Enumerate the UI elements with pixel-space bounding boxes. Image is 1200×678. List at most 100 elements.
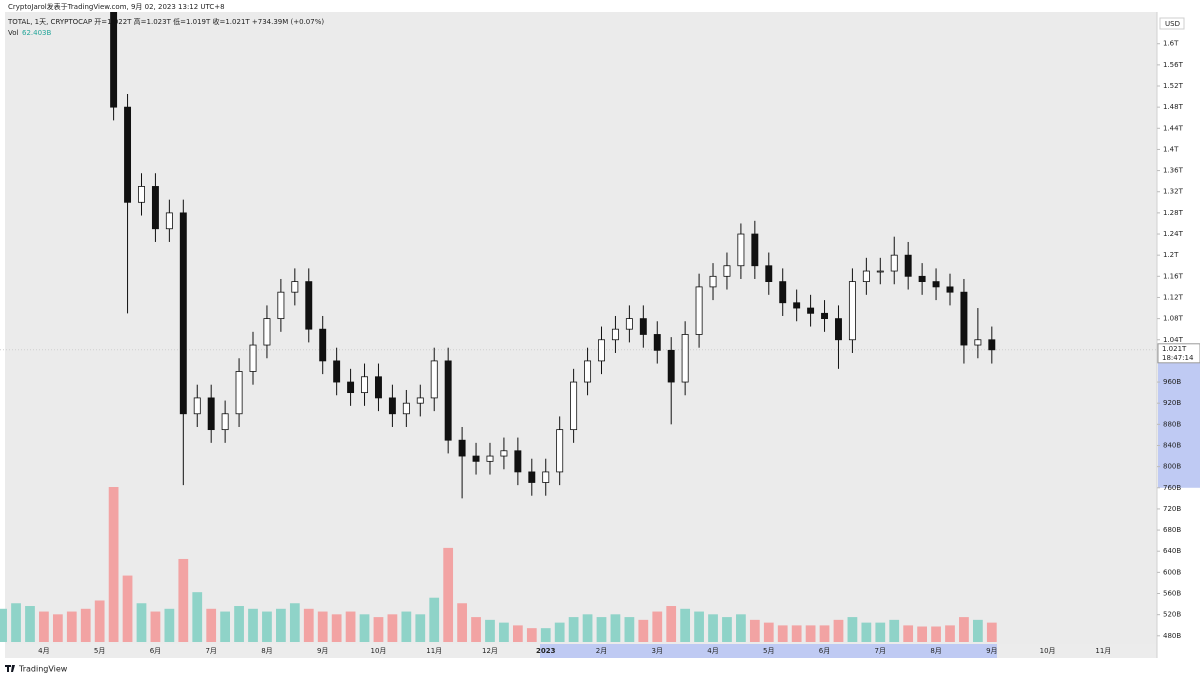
candle-body bbox=[402, 402, 410, 415]
candle-body bbox=[807, 307, 815, 314]
candle-body bbox=[821, 312, 829, 320]
x-tick-label: 5月 bbox=[94, 647, 105, 655]
y-tick-label: 640B bbox=[1163, 547, 1181, 555]
x-tick-label: 6月 bbox=[819, 647, 830, 655]
volume-bar bbox=[931, 626, 941, 642]
volume-bar bbox=[889, 619, 900, 642]
y-tick-label: 1.08T bbox=[1163, 315, 1184, 323]
x-tick-label: 3月 bbox=[652, 647, 663, 655]
volume-bar bbox=[303, 608, 314, 642]
candle-body bbox=[737, 233, 745, 267]
volume-bar bbox=[80, 608, 91, 642]
volume-bar bbox=[192, 592, 203, 642]
x-tick-label: 7月 bbox=[205, 647, 216, 655]
candle-body bbox=[361, 376, 368, 394]
y-tick-label: 1.52T bbox=[1163, 82, 1184, 90]
volume-bar bbox=[66, 611, 77, 642]
header: CryptoJarol发表于TradingView.com, 9月 02, 20… bbox=[8, 2, 225, 11]
x-tick-label: 2023 bbox=[536, 647, 556, 655]
volume-bar bbox=[777, 625, 788, 642]
volume-bar bbox=[986, 622, 997, 642]
candle-body bbox=[723, 265, 731, 277]
volume-bar bbox=[805, 625, 816, 642]
volume-bar bbox=[945, 625, 955, 642]
volume-value: 62.403B bbox=[22, 29, 51, 37]
x-tick-label: 6月 bbox=[150, 647, 161, 655]
candle-body bbox=[793, 302, 801, 309]
volume-bar bbox=[540, 628, 551, 642]
candle-body bbox=[765, 265, 773, 283]
volume-bar bbox=[791, 625, 802, 642]
candle-body bbox=[960, 291, 968, 346]
volume-bar bbox=[150, 611, 161, 642]
volume-bar bbox=[847, 617, 858, 642]
x-tick-label: 9月 bbox=[986, 647, 997, 655]
currency[interactable]: USD bbox=[1165, 20, 1180, 28]
volume-bar bbox=[387, 614, 398, 642]
volume-bar bbox=[108, 487, 119, 642]
candle-body bbox=[138, 186, 145, 203]
candle-body bbox=[472, 455, 480, 462]
x-tick-label: 7月 bbox=[875, 647, 886, 655]
volume-bar bbox=[457, 603, 467, 642]
volume-bar bbox=[917, 626, 927, 642]
candle-body bbox=[235, 371, 243, 415]
candle-body bbox=[333, 360, 341, 383]
volume-bar bbox=[694, 611, 704, 642]
y-tick-label: 1.56T bbox=[1163, 61, 1184, 69]
candle-body bbox=[598, 339, 605, 362]
volume-bar bbox=[749, 619, 760, 642]
candle-body bbox=[416, 397, 424, 404]
price-axis-background bbox=[1157, 12, 1200, 658]
candle-body bbox=[584, 360, 592, 383]
volume-bar bbox=[666, 606, 677, 642]
x-tick-label: 10月 bbox=[1040, 647, 1056, 655]
legend: TOTAL, 1天, CRYPTOCAP 开=1.022T 高=1.023T 低… bbox=[7, 17, 324, 26]
volume-bar bbox=[331, 614, 342, 642]
y-tick-label: 920B bbox=[1163, 399, 1181, 407]
candle-body bbox=[946, 286, 954, 293]
candle-body bbox=[904, 254, 912, 277]
y-tick-label: 1.12T bbox=[1163, 293, 1184, 301]
y-tick-label: 1.24T bbox=[1163, 230, 1184, 238]
volume-bar bbox=[25, 606, 35, 642]
candle-body bbox=[639, 318, 647, 335]
candle-body bbox=[291, 281, 299, 293]
volume-bar bbox=[52, 614, 63, 642]
candle-body bbox=[151, 186, 159, 230]
volume-bar bbox=[443, 547, 454, 642]
brand-logo bbox=[5, 665, 15, 672]
y-tick-label: 800B bbox=[1163, 463, 1181, 471]
y-tick-label: 1.04T bbox=[1163, 336, 1184, 344]
currency-box[interactable] bbox=[1159, 17, 1185, 30]
y-tick-label: 1.36T bbox=[1163, 167, 1184, 175]
candle-body bbox=[625, 318, 633, 330]
volume-bar bbox=[499, 622, 509, 642]
volume-bar bbox=[401, 611, 412, 642]
volume-bar bbox=[289, 603, 300, 642]
volume-bar bbox=[972, 619, 983, 642]
x-tick-label: 9月 bbox=[317, 647, 328, 655]
x-tick-label: 12月 bbox=[482, 647, 498, 655]
candle-body bbox=[890, 254, 898, 272]
candle-body bbox=[444, 360, 452, 441]
volume-bar bbox=[763, 622, 774, 642]
volume-bar bbox=[0, 608, 7, 642]
volume-bar bbox=[485, 619, 495, 642]
volume-bar bbox=[680, 608, 691, 642]
volume-bar bbox=[122, 575, 133, 642]
volume-bar bbox=[471, 617, 481, 642]
volume-bar bbox=[554, 622, 565, 642]
candle-body bbox=[374, 376, 382, 399]
y-tick-label: 720B bbox=[1163, 505, 1181, 513]
x-tick-label: 2月 bbox=[596, 647, 607, 655]
candle-body bbox=[486, 455, 494, 462]
time-axis-highlight bbox=[540, 644, 997, 658]
candle-body bbox=[709, 275, 717, 288]
y-tick-label: 880B bbox=[1163, 420, 1181, 428]
volume-bar bbox=[415, 614, 426, 642]
volume-bar bbox=[736, 614, 746, 642]
volume-bar bbox=[903, 625, 914, 642]
candle-body bbox=[165, 212, 173, 230]
y-tick-label: 840B bbox=[1163, 441, 1181, 449]
